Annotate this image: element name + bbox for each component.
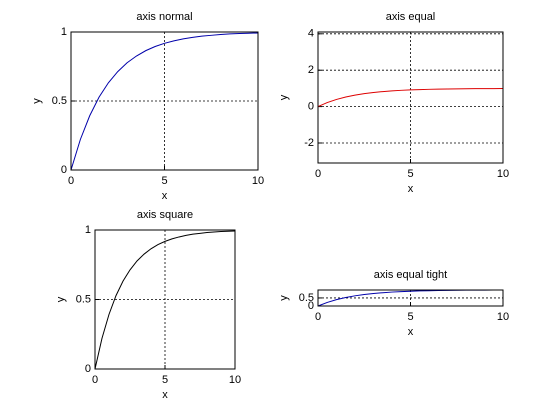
x-tick-label: 5 [162, 374, 168, 386]
subplot: 0 5 10 -2 0 2 4 axis equal x y [278, 11, 509, 195]
plot-frame [94, 229, 236, 370]
plot-frame [317, 31, 504, 164]
x-axis-label: x [162, 190, 168, 202]
y-tick-label: -2 [304, 137, 314, 149]
x-tick-label: 0 [315, 311, 321, 323]
chart-title: axis equal tight [374, 269, 447, 281]
y-axis-label: y [278, 94, 290, 100]
x-axis-label: x [162, 389, 168, 401]
data-line [70, 32, 259, 171]
y-axis-label: y [55, 296, 67, 302]
x-tick-label: 10 [497, 311, 509, 323]
y-tick-label: 0 [85, 363, 91, 375]
x-tick-label: 10 [229, 374, 241, 386]
data-line [94, 230, 236, 370]
y-tick-label: 0.5 [52, 95, 67, 107]
x-tick-label: 5 [407, 168, 413, 180]
y-axis-label: y [278, 295, 290, 301]
chart-title: axis square [137, 209, 193, 221]
y-tick-label: 4 [308, 28, 314, 40]
y-tick-label: 0.5 [76, 293, 91, 305]
x-tick-label: 0 [315, 168, 321, 180]
subplot: 0 5 10 00.5 axis equal tight x y [278, 269, 509, 338]
y-tick-label: 0.5 [299, 292, 314, 304]
y-tick-label: 0 [61, 164, 67, 176]
x-tick-label: 10 [252, 175, 264, 187]
y-tick-label: 0 [308, 101, 314, 113]
chart-title: axis equal [386, 11, 436, 23]
x-tick-label: 5 [161, 175, 167, 187]
y-axis-label: y [31, 98, 43, 104]
y-tick-label: 1 [61, 26, 67, 38]
x-tick-label: 10 [497, 168, 509, 180]
y-tick-label: 0 [308, 300, 314, 312]
subplot: 0 5 10 0 0.5 1 axis square x y [55, 209, 241, 401]
x-axis-label: x [408, 326, 414, 338]
chart-title: axis normal [136, 11, 192, 23]
plot-frame [70, 31, 259, 171]
x-tick-label: 0 [92, 374, 98, 386]
subplot: 0 5 10 0 0.5 1 axis normal x y [31, 11, 264, 202]
data-line [317, 88, 504, 108]
x-tick-label: 5 [407, 311, 413, 323]
plot-frame [317, 289, 504, 307]
y-tick-label: 1 [85, 224, 91, 236]
y-tick-label: 2 [308, 64, 314, 76]
x-tick-label: 0 [68, 175, 74, 187]
x-axis-label: x [408, 183, 414, 195]
